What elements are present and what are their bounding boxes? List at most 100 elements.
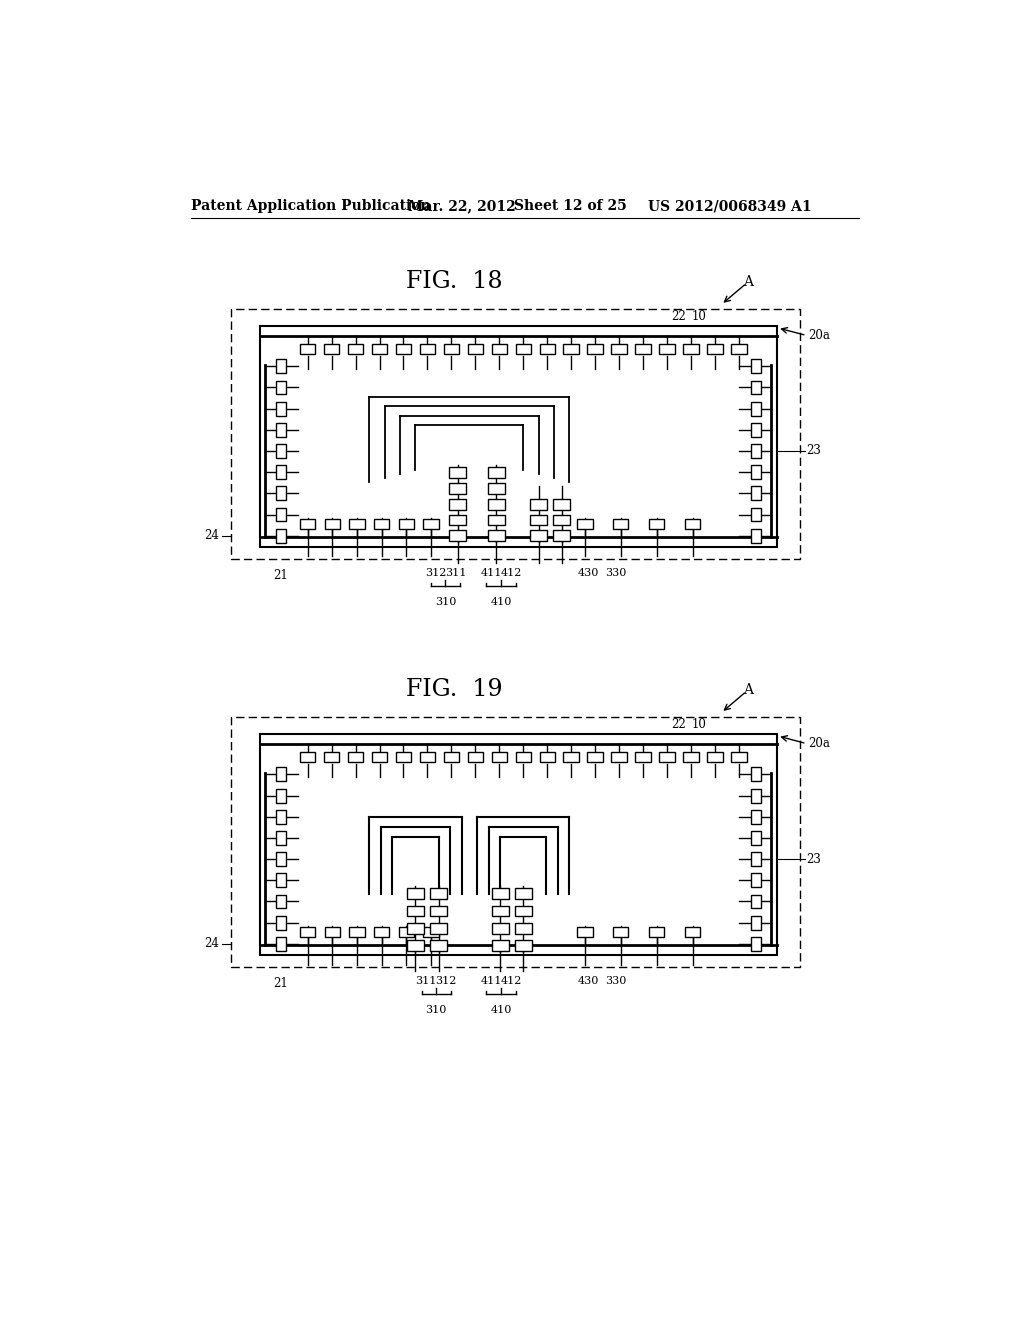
Bar	[398, 927, 414, 937]
Text: 310: 310	[435, 597, 456, 606]
Bar	[348, 345, 364, 354]
Bar	[649, 519, 665, 529]
Text: 21: 21	[273, 977, 288, 990]
Bar	[492, 888, 509, 899]
Bar	[275, 832, 286, 845]
Bar	[407, 888, 424, 899]
Bar	[553, 515, 570, 525]
Bar	[275, 465, 286, 479]
Bar	[275, 788, 286, 803]
Bar	[515, 888, 531, 899]
Bar	[708, 752, 723, 763]
Text: 312: 312	[435, 975, 457, 986]
Bar	[731, 752, 746, 763]
Bar	[300, 927, 315, 937]
Bar	[396, 752, 412, 763]
Text: 20a: 20a	[808, 329, 830, 342]
Bar	[300, 519, 315, 529]
Bar	[751, 788, 761, 803]
Text: 311: 311	[444, 568, 466, 578]
Text: 410: 410	[490, 597, 512, 606]
Text: 10: 10	[691, 718, 707, 731]
Bar	[275, 895, 286, 908]
Text: A: A	[743, 275, 753, 289]
Text: 430: 430	[578, 568, 599, 578]
Bar	[515, 940, 531, 950]
Bar	[230, 717, 801, 966]
Bar	[407, 906, 424, 916]
Bar	[751, 853, 761, 866]
Bar	[325, 519, 340, 529]
Text: Mar. 22, 2012: Mar. 22, 2012	[408, 199, 515, 213]
Bar	[468, 345, 483, 354]
Bar	[372, 752, 387, 763]
Bar	[407, 940, 424, 950]
Bar	[708, 345, 723, 354]
Bar	[324, 752, 339, 763]
Bar	[649, 927, 665, 937]
Text: US 2012/0068349 A1: US 2012/0068349 A1	[648, 199, 812, 213]
Bar	[751, 874, 761, 887]
Bar	[348, 752, 364, 763]
Bar	[450, 467, 466, 478]
Bar	[430, 923, 447, 933]
Bar	[372, 345, 387, 354]
Text: 311: 311	[416, 975, 437, 986]
Bar	[492, 940, 509, 950]
Bar	[751, 508, 761, 521]
Text: 330: 330	[605, 568, 627, 578]
Bar	[492, 906, 509, 916]
Bar	[300, 752, 315, 763]
Text: 330: 330	[605, 975, 627, 986]
Bar	[751, 487, 761, 500]
Bar	[540, 752, 555, 763]
Bar	[450, 483, 466, 494]
Bar	[751, 422, 761, 437]
Bar	[468, 752, 483, 763]
Bar	[275, 508, 286, 521]
Bar	[751, 529, 761, 543]
Bar	[420, 752, 435, 763]
Bar	[515, 923, 531, 933]
Bar	[398, 519, 414, 529]
Bar	[325, 927, 340, 937]
Bar	[260, 326, 777, 548]
Bar	[613, 927, 629, 937]
Bar	[751, 895, 761, 908]
Bar	[430, 906, 447, 916]
Bar	[540, 345, 555, 354]
Bar	[407, 923, 424, 933]
Text: Sheet 12 of 25: Sheet 12 of 25	[514, 199, 627, 213]
Text: FIG.  18: FIG. 18	[406, 271, 503, 293]
Bar	[751, 465, 761, 479]
Text: 21: 21	[273, 569, 288, 582]
Text: 411: 411	[480, 568, 502, 578]
Bar	[683, 752, 698, 763]
Bar	[685, 519, 700, 529]
Bar	[530, 499, 547, 510]
Text: A: A	[743, 682, 753, 697]
Bar	[430, 888, 447, 899]
Text: 22: 22	[672, 718, 686, 731]
Bar	[275, 810, 286, 824]
Bar	[553, 531, 570, 541]
Bar	[553, 499, 570, 510]
Bar	[683, 345, 698, 354]
Bar	[578, 519, 593, 529]
Bar	[260, 734, 777, 956]
Bar	[487, 467, 505, 478]
Bar	[751, 767, 761, 781]
Bar	[374, 519, 389, 529]
Bar	[450, 515, 466, 525]
Bar	[492, 345, 507, 354]
Bar	[611, 345, 627, 354]
Text: 24: 24	[204, 529, 219, 543]
Bar	[374, 927, 389, 937]
Bar	[751, 916, 761, 929]
Text: 22: 22	[672, 310, 686, 323]
Bar	[635, 752, 650, 763]
Bar	[443, 345, 459, 354]
Bar	[450, 499, 466, 510]
Bar	[275, 380, 286, 395]
Bar	[751, 359, 761, 374]
